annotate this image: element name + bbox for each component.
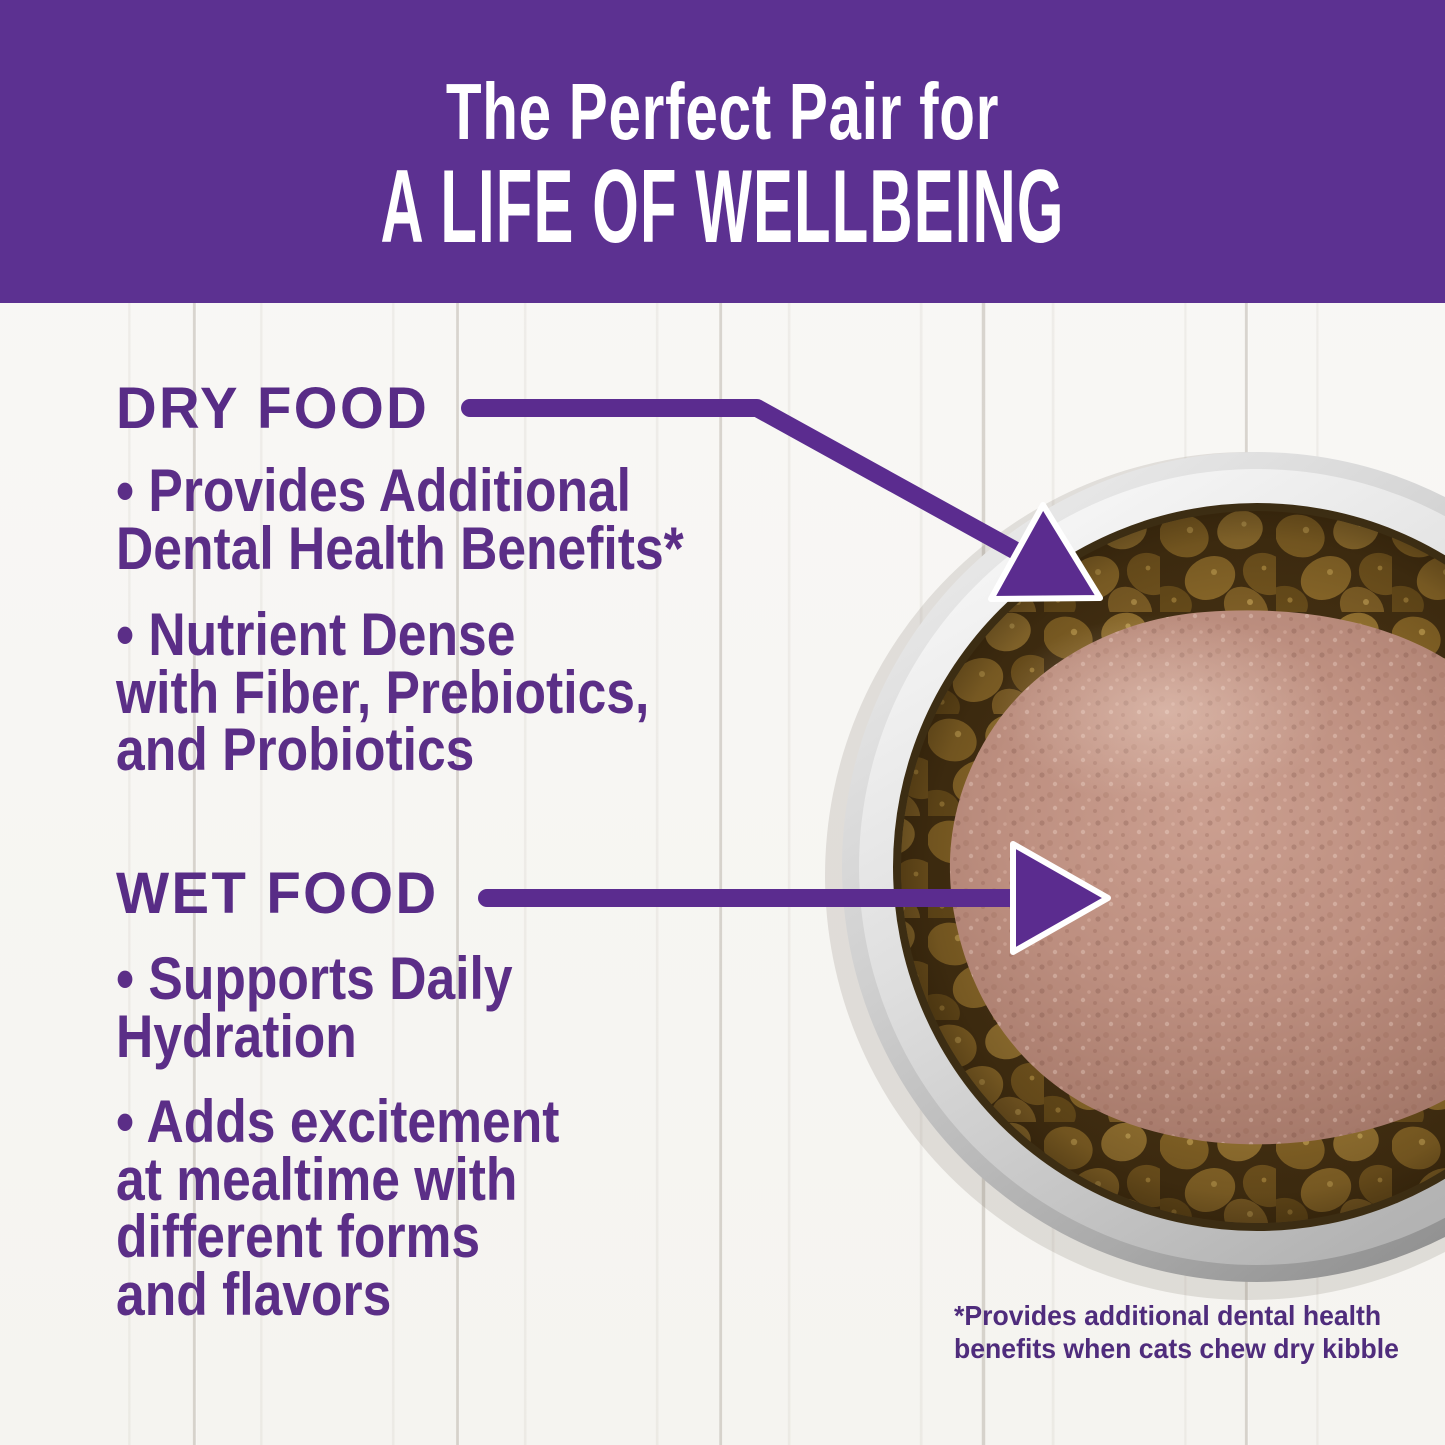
dry-food-bullet-2: • Nutrient Dense with Fiber, Prebiotics,… bbox=[116, 601, 650, 783]
wet-food-heading: WET FOOD bbox=[116, 861, 439, 926]
wet-food-bullet-2: • Adds excitement at mealtime with diffe… bbox=[116, 1088, 560, 1328]
footnote-line: benefits when cats chew dry kibble bbox=[954, 1333, 1399, 1364]
footnote-line: *Provides additional dental health bbox=[954, 1300, 1382, 1331]
dry-food-arrow bbox=[461, 399, 1103, 602]
bullet-line: with Fiber, Prebiotics, bbox=[116, 658, 650, 726]
bullet-line: Dental Health Benefits* bbox=[116, 514, 684, 582]
header-band: The Perfect Pair for A LIFE OF WELLBEING bbox=[0, 0, 1445, 303]
wet-food-bullet-1: • Supports Daily Hydration bbox=[116, 945, 513, 1070]
footnote: *Provides additional dental health benef… bbox=[954, 1299, 1399, 1365]
bullet-line: and Probiotics bbox=[116, 716, 475, 783]
bullet-line: • Nutrient Dense bbox=[116, 601, 516, 668]
bullet-line: Hydration bbox=[116, 1002, 357, 1070]
wet-arrowhead-icon bbox=[1010, 841, 1111, 955]
bullet-line: at mealtime with bbox=[116, 1145, 518, 1213]
bullet-line: • Adds excitement bbox=[116, 1088, 560, 1155]
header-subtitle: The Perfect Pair for bbox=[445, 67, 1000, 156]
header-title: A LIFE OF WELLBEING bbox=[380, 149, 1065, 265]
dry-food-heading: DRY FOOD bbox=[116, 376, 430, 441]
bullet-line: • Provides Additional bbox=[116, 457, 632, 524]
bullet-line: different forms bbox=[116, 1203, 481, 1270]
dry-arrowhead-icon bbox=[988, 502, 1103, 602]
bullet-line: • Supports Daily bbox=[116, 945, 513, 1012]
dry-food-bullet-1: • Provides Additional Dental Health Bene… bbox=[116, 457, 684, 582]
wet-food-arrow bbox=[478, 841, 1111, 955]
wet-pate-mound bbox=[950, 610, 1445, 1145]
bullet-line: and flavors bbox=[116, 1260, 392, 1328]
